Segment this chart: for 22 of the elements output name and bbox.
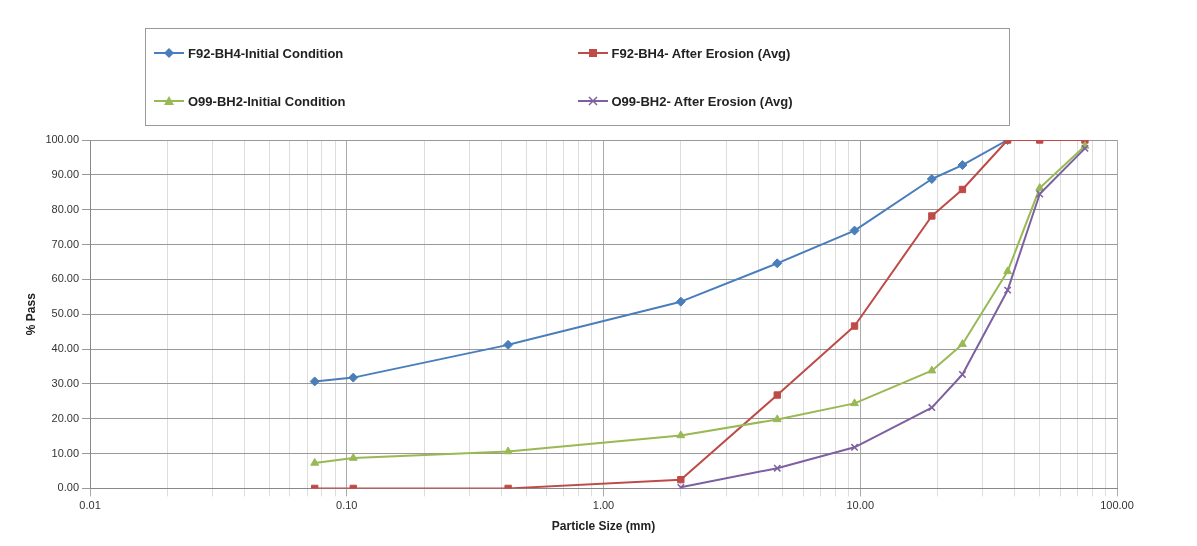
y-tick-label: 0.00 <box>57 481 80 494</box>
x-axis-title: Particle Size (mm) <box>551 519 656 534</box>
y-tick-label: 20.00 <box>51 411 80 424</box>
y-tick-label: 50.00 <box>51 307 80 320</box>
x-tick-label: 0.10 <box>336 499 358 512</box>
y-tick-label: 30.00 <box>51 376 80 389</box>
legend-label: O99-BH2-Initial Condition <box>188 93 346 109</box>
legend-label: F92-BH4-Initial Condition <box>188 45 344 61</box>
y-tick-label: 80.00 <box>51 202 80 215</box>
y-tick-label: 10.00 <box>51 446 80 459</box>
legend-label: O99-BH2- After Erosion (Avg) <box>611 93 793 109</box>
x-tick-label: 1.00 <box>592 499 615 512</box>
legend-label: F92-BH4- After Erosion (Avg) <box>611 45 791 61</box>
y-tick-label: 40.00 <box>51 342 80 355</box>
x-tick-label: 10.00 <box>846 499 875 512</box>
y-tick-label: 70.00 <box>51 237 80 250</box>
y-tick-label: 90.00 <box>51 167 80 180</box>
y-tick-label: 60.00 <box>51 272 80 285</box>
y-tick-label: 100.00 <box>45 133 80 146</box>
x-tick-label: 100.00 <box>1100 499 1134 512</box>
x-tick-label: 0.01 <box>79 499 101 512</box>
y-axis-title: % Pass <box>23 292 38 336</box>
